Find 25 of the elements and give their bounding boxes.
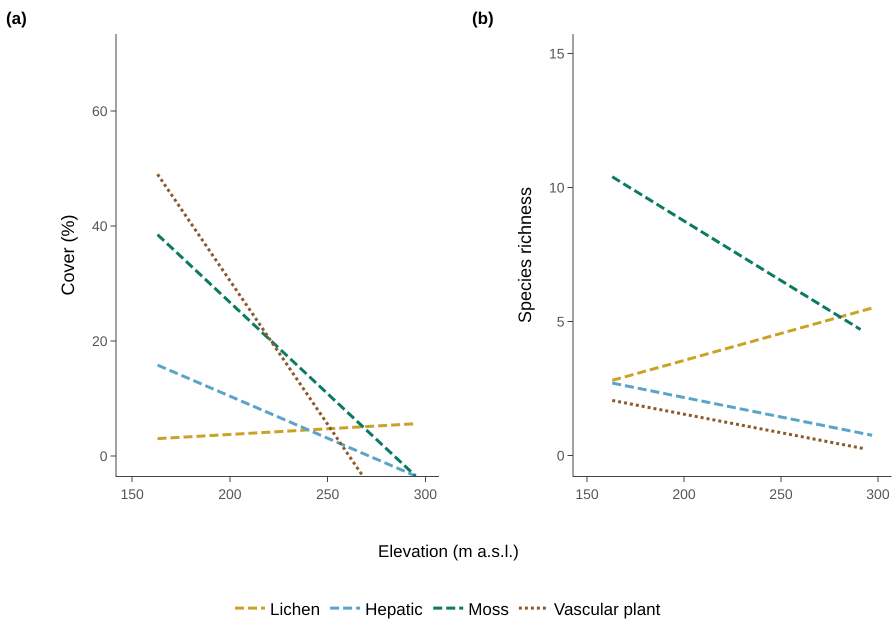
y-tick-label: 60 (92, 102, 108, 119)
x-tick-label: 150 (120, 486, 144, 502)
legend-label: Lichen (270, 600, 320, 619)
x-tick-label: 250 (316, 486, 340, 502)
legend-label: Vascular plant (554, 600, 661, 619)
legend-label: Hepatic (365, 600, 424, 619)
y-tick-label: 20 (92, 332, 108, 349)
y-tick-label: 0 (556, 447, 565, 464)
x-tick-label: 300 (414, 486, 438, 502)
y-tick-label: 40 (92, 218, 108, 234)
chart-title: (a) (6, 9, 27, 28)
x-tick-label: 300 (866, 486, 890, 502)
y-tick-label: 5 (556, 313, 565, 330)
y-tick-label: 0 (100, 448, 108, 464)
x-axis-title: Elevation (m a.s.l.) (378, 542, 519, 561)
x-tick-label: 200 (672, 486, 696, 502)
x-tick-label: 250 (769, 486, 793, 502)
x-tick-label: 200 (218, 486, 242, 502)
y-axis-title: Species richness (515, 186, 536, 324)
y-tick-label: 15 (548, 45, 565, 62)
y-axis-title: Cover (%) (58, 214, 78, 296)
y-tick-label: 10 (548, 179, 565, 196)
chart-title: (b) (472, 9, 494, 28)
x-tick-label: 150 (575, 486, 599, 502)
legend-label: Moss (468, 600, 509, 619)
